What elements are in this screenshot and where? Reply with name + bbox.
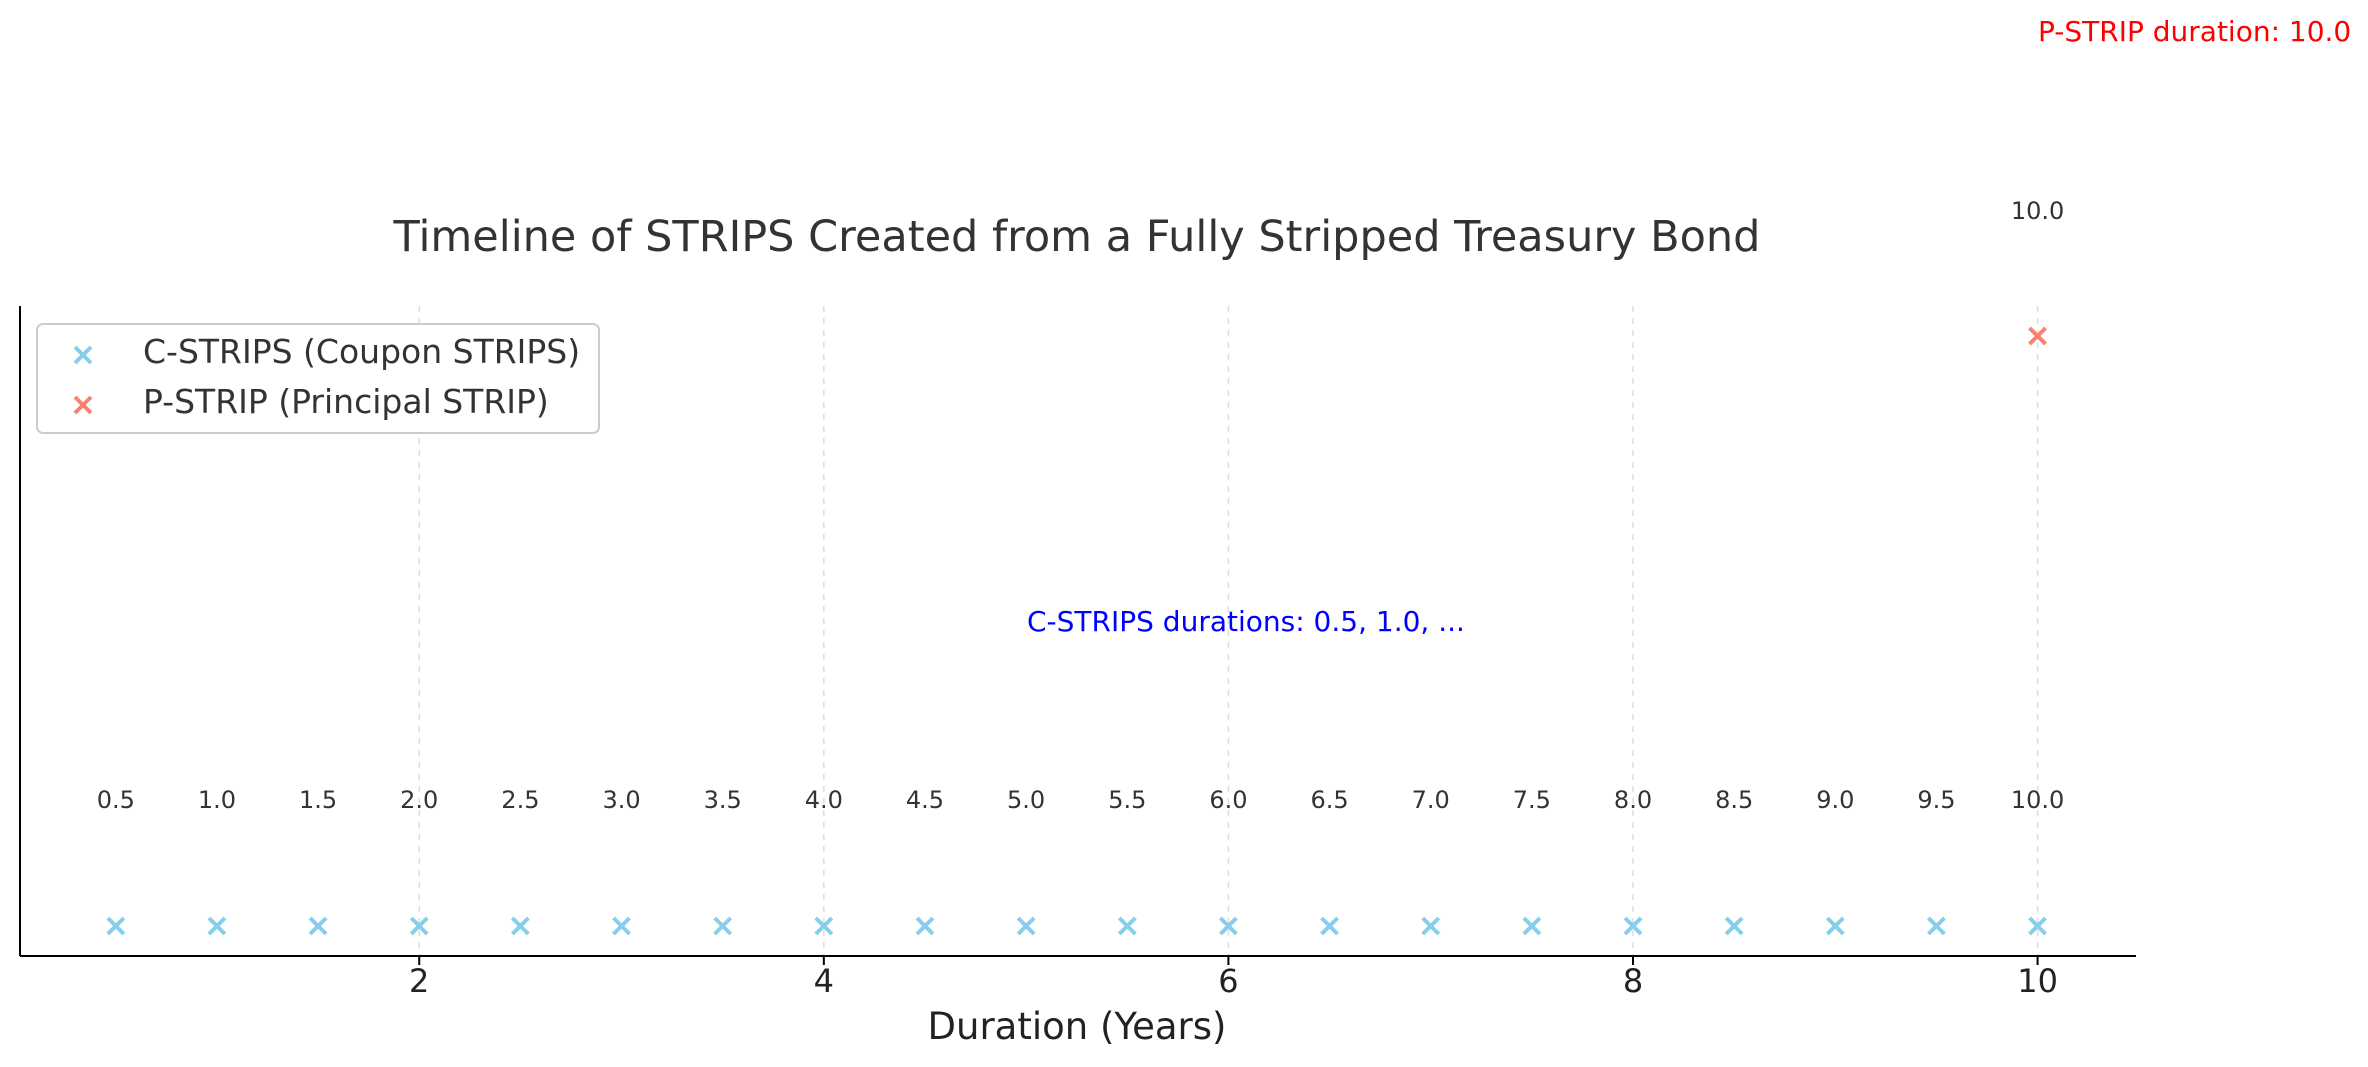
c-strips-point [1522, 916, 1542, 936]
c-strips-point [207, 916, 227, 936]
p-strip-value-label: 10.0 [2011, 197, 2064, 225]
c-strips-point [308, 916, 328, 936]
c-strips-value-label: 9.5 [1917, 786, 1955, 814]
c-strips-value-label: 4.5 [906, 786, 944, 814]
c-strips-value-label: 8.5 [1715, 786, 1753, 814]
c-strips-value-label: 8.0 [1614, 786, 1652, 814]
c-strips-point [915, 916, 935, 936]
c-strips-point [1927, 916, 1946, 936]
c-strips-value-label: 9.0 [1816, 786, 1854, 814]
data-points [106, 326, 2048, 936]
c-strips-value-label: 0.5 [97, 786, 135, 814]
c-strips-value-label: 6.5 [1310, 786, 1348, 814]
c-strips-point [814, 916, 834, 936]
x-axis-label: Duration (Years) [928, 1005, 1227, 1048]
c-strips-value-label: 1.0 [198, 786, 236, 814]
x-tick-label: 6 [1218, 962, 1238, 1000]
c-strips-value-label: 3.0 [602, 786, 640, 814]
c-strips-point [1825, 916, 1845, 936]
legend-marker-p-strip [73, 395, 93, 415]
c-strips-point [510, 916, 530, 936]
c-strips-point [713, 916, 733, 936]
data-labels: 0.5 1.0 1.5 2.0 2.5 3.0 3.5 4.0 4.5 5.0 5.5 6.0 6.5 7… [97, 197, 2065, 814]
legend: C-STRIPS (Coupon STRIPS) P-STRIP (Princi… [36, 323, 600, 434]
c-strips-value-label: 5.5 [1108, 786, 1146, 814]
c-strips-point [1117, 916, 1137, 936]
legend-marker-c-strips-cross [73, 345, 93, 365]
c-strips-point [1016, 916, 1036, 936]
gridlines [418, 306, 2039, 956]
c-strips-point [1724, 916, 1744, 936]
c-strips-point [1623, 916, 1643, 936]
legend-marker-p-strip-cross [73, 395, 93, 415]
c-strips-annotation: C-STRIPS durations: 0.5, 1.0, ... [1027, 605, 1465, 638]
c-strips-point [2028, 916, 2048, 936]
c-strips-point [106, 916, 126, 936]
x-tick-label: 8 [1623, 962, 1643, 1000]
x-tick-label: 10 [2017, 962, 2058, 1000]
c-strips-value-label: 2.0 [400, 786, 438, 814]
legend-box [36, 323, 600, 434]
c-strips-value-label: 2.5 [501, 786, 539, 814]
legend-marker-c-strips [73, 345, 93, 365]
c-strips-value-label: 3.5 [704, 786, 742, 814]
x-ticks: 2 4 6 8 10 [409, 956, 2058, 1000]
c-strips-value-label: 4.0 [805, 786, 843, 814]
legend-label-p-strip: P-STRIP (Principal STRIP) [143, 382, 549, 421]
c-strips-point [612, 916, 631, 936]
c-strips-value-label: 5.0 [1007, 786, 1045, 814]
c-strips-value-label: 7.0 [1412, 786, 1450, 814]
c-strips-value-label: 7.5 [1513, 786, 1551, 814]
c-strips-value-label: 6.0 [1209, 786, 1247, 814]
x-tick-label: 4 [814, 962, 834, 1000]
c-strips-point [1421, 916, 1441, 936]
c-strips-point [1320, 916, 1339, 936]
x-tick-label: 2 [409, 962, 429, 1000]
p-strip-annotation: P-STRIP duration: 10.0 [2038, 15, 2351, 48]
chart-title: Timeline of STRIPS Created from a Fully … [393, 212, 1761, 262]
legend-label-c-strips: C-STRIPS (Coupon STRIPS) [143, 332, 580, 371]
c-strips-value-label: 10.0 [2011, 786, 2064, 814]
p-strip-point [2028, 326, 2048, 346]
c-strips-point [1219, 916, 1238, 936]
c-strips-value-label: 1.5 [299, 786, 337, 814]
c-strips-point [409, 916, 429, 936]
